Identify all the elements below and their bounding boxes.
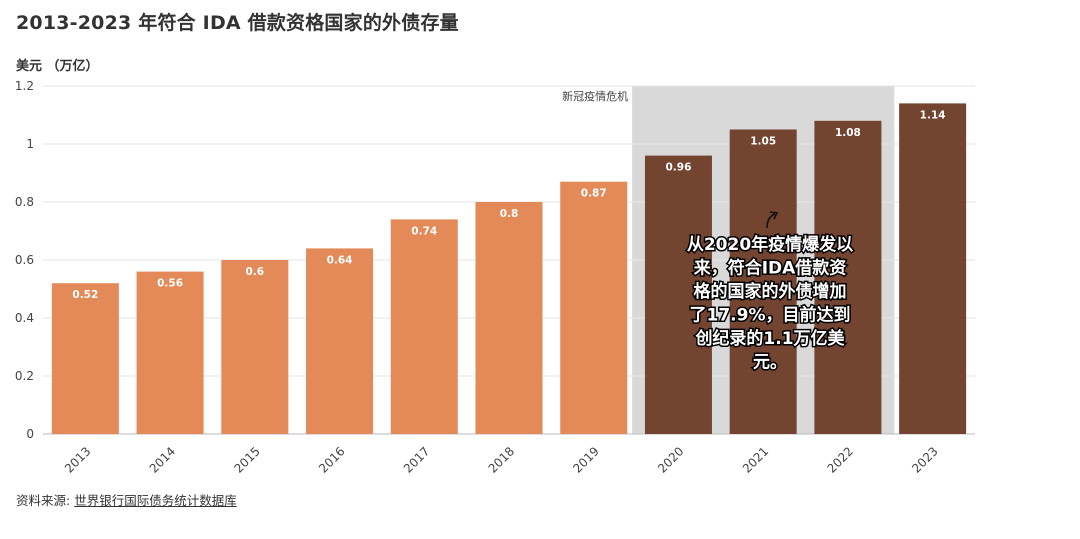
- bar-2013: [51, 283, 119, 434]
- x-tick-label: 2021: [740, 444, 771, 475]
- x-tick-label: 2020: [655, 444, 686, 475]
- annotation-line: 了17.9%，目前达到: [690, 305, 851, 326]
- bar-2022: [814, 120, 882, 435]
- bar-value-label: 0.74: [411, 225, 437, 237]
- annotation-line: 元。: [753, 353, 787, 373]
- y-tick-label: 0.6: [15, 253, 34, 267]
- y-tick-label: 0.2: [15, 369, 34, 383]
- source-prefix: 资料来源:: [16, 493, 75, 508]
- bar-2019: [560, 181, 628, 434]
- annotation-arrow-icon: [766, 211, 779, 229]
- annotation-line: 来，符合IDA借款资: [693, 258, 847, 279]
- x-tick-labels: 2013 2014 2015 2016 2017 2018 2019 2020 2021 2022…: [62, 444, 941, 475]
- y-tick-label: 1.2: [15, 79, 34, 93]
- bar-2023: [899, 103, 967, 435]
- bars: [51, 103, 967, 435]
- bar-2016: [306, 248, 374, 434]
- bar-value-label: 0.64: [327, 254, 353, 266]
- x-tick-label: 2014: [147, 444, 178, 475]
- bar-2018: [475, 202, 543, 434]
- bar-value-label: 0.56: [157, 278, 183, 290]
- y-axis-unit: 美元 （万亿）: [16, 59, 99, 74]
- bar-2020: [644, 155, 712, 434]
- x-tick-label: 2017: [401, 444, 432, 475]
- x-tick-label: 2022: [825, 444, 856, 475]
- annotation-line: 从2020年疫情爆发以: [687, 234, 853, 255]
- annotation-line: 创纪录的1.1万亿美: [694, 328, 845, 349]
- x-tick-label: 2018: [486, 444, 517, 475]
- bar-2015: [221, 260, 289, 434]
- x-tick-label: 2015: [231, 444, 262, 475]
- x-tick-label: 2019: [570, 444, 601, 475]
- bar-value-label: 0.52: [72, 289, 98, 301]
- annotation-line: 格的国家的外债增加: [694, 281, 847, 302]
- bar-value-label: 0.6: [246, 266, 265, 278]
- y-tick-labels: 0 0.2 0.4 0.6 0.8 1 1.2: [15, 79, 34, 441]
- bar-value-label: 1.14: [920, 109, 946, 121]
- bar-2017: [390, 219, 458, 434]
- y-tick-label: 1: [26, 137, 34, 151]
- source-note: 资料来源: 世界银行国际债务统计数据库: [16, 490, 237, 509]
- y-tick-label: 0.4: [15, 311, 34, 325]
- y-tick-label: 0.8: [15, 195, 34, 209]
- source-link[interactable]: 世界银行国际债务统计数据库: [74, 493, 237, 508]
- bar-value-label: 1.05: [750, 136, 776, 148]
- x-tick-label: 2013: [62, 444, 93, 475]
- bar-2014: [136, 271, 204, 434]
- bar-2021: [729, 129, 797, 434]
- x-tick-label: 2023: [909, 444, 940, 475]
- bar-value-labels: 0.52 0.56 0.6 0.64 0.74 0.8 0.87 0.96 1.05 1.08 1.…: [72, 109, 945, 301]
- covid-period-label: 新冠疫情危机: [562, 89, 628, 103]
- y-tick-label: 0: [26, 427, 34, 441]
- chart-title: 2013-2023 年符合 IDA 借款资格国家的外债存量: [16, 12, 459, 34]
- x-tick-label: 2016: [316, 444, 347, 475]
- bar-value-label: 1.08: [835, 127, 861, 139]
- annotation-text: 从2020年疫情爆发以来，符合IDA借款资格的国家的外债增加了17.9%，目前达…: [687, 234, 853, 373]
- bar-value-label: 0.87: [581, 188, 607, 200]
- bar-value-label: 0.8: [500, 208, 519, 220]
- bar-value-label: 0.96: [665, 162, 691, 174]
